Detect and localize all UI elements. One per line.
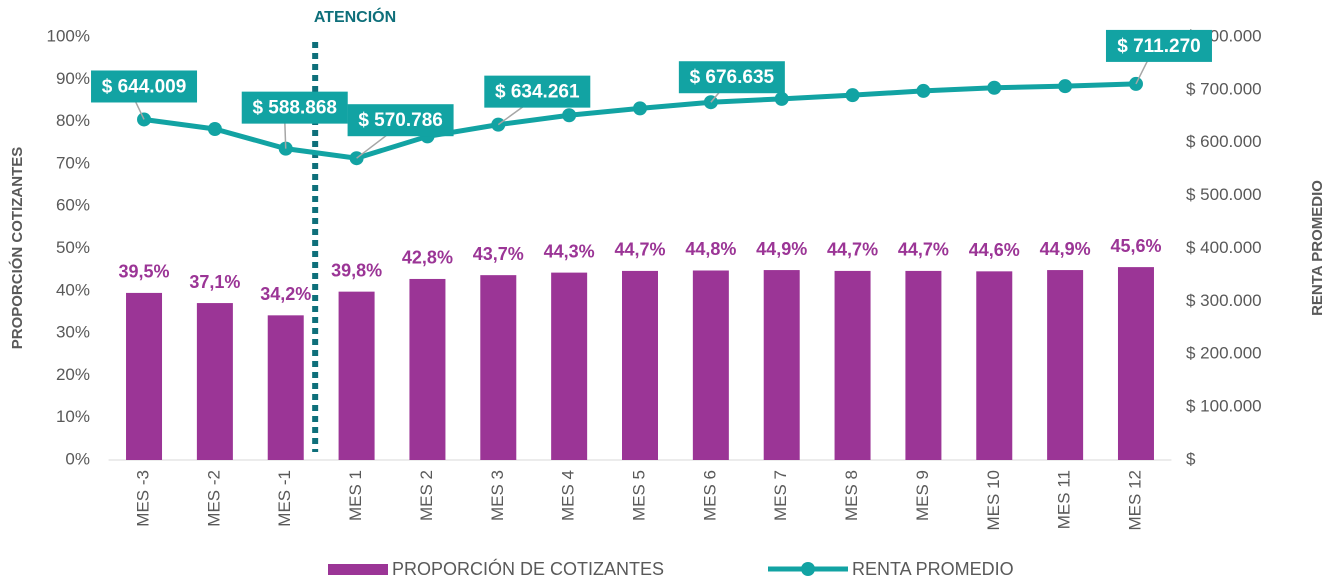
y-tick-label: 70% bbox=[56, 153, 90, 172]
line-point bbox=[207, 122, 222, 137]
bar-label: 34,2% bbox=[260, 284, 311, 304]
y-tick-label: 30% bbox=[56, 323, 90, 342]
leader-line bbox=[1135, 57, 1150, 85]
x-tick-label: MES 2 bbox=[417, 470, 436, 521]
bar bbox=[976, 271, 1013, 460]
bar-label: 45,6% bbox=[1110, 236, 1161, 256]
label-box bbox=[241, 91, 348, 124]
y-tick-label: 0% bbox=[65, 449, 90, 468]
bar bbox=[763, 270, 800, 460]
legend-swatch bbox=[801, 562, 815, 576]
x-tick-label: MES 6 bbox=[700, 470, 719, 521]
bar-label: 44,7% bbox=[614, 240, 665, 260]
x-tick-label: MES 1 bbox=[346, 470, 365, 521]
legend-swatch bbox=[328, 564, 388, 575]
y2-tick-label: $ 100.000 bbox=[1186, 397, 1262, 416]
bar-label: 39,8% bbox=[331, 260, 382, 280]
bar-label: 37,1% bbox=[189, 272, 240, 292]
bar bbox=[1117, 267, 1154, 460]
bar bbox=[1047, 270, 1084, 460]
bar bbox=[692, 270, 729, 460]
y2-tick-label: $ 200.000 bbox=[1186, 344, 1262, 363]
bar bbox=[126, 292, 163, 460]
y-tick-label: 80% bbox=[56, 111, 90, 130]
bar-label: 44,9% bbox=[756, 239, 807, 259]
x-tick-label: MES 12 bbox=[1125, 470, 1144, 530]
bar bbox=[267, 315, 304, 460]
label-box bbox=[91, 70, 198, 103]
label-box bbox=[347, 104, 454, 137]
leader-line bbox=[356, 131, 392, 159]
line-label: $ 570.786 bbox=[358, 110, 443, 131]
x-tick-label: MES 11 bbox=[1055, 470, 1074, 529]
label-box bbox=[484, 75, 591, 108]
bar-label: 44,7% bbox=[827, 240, 878, 260]
line-label: $ 634.261 bbox=[495, 82, 580, 103]
bar bbox=[480, 275, 517, 460]
x-tick-label: MES 10 bbox=[984, 470, 1003, 530]
y2-tick-label: $ bbox=[1186, 449, 1196, 468]
x-tick-label: MES -1 bbox=[275, 470, 294, 527]
line-label: $ 676.635 bbox=[690, 67, 775, 88]
y2-tick-label: $ 500.000 bbox=[1186, 185, 1262, 204]
bar-label: 44,7% bbox=[898, 240, 949, 260]
bar-label: 39,5% bbox=[119, 262, 170, 282]
x-tick-label: MES 5 bbox=[629, 470, 648, 521]
bar bbox=[409, 278, 446, 460]
y-tick-label: 50% bbox=[56, 238, 90, 257]
annotation: ATENCIÓN bbox=[314, 7, 396, 26]
x-tick-label: MES 9 bbox=[913, 470, 932, 521]
y2-axis-title: RENTA PROMEDIO bbox=[1309, 180, 1326, 316]
line-point bbox=[1058, 79, 1073, 94]
bar-label: 42,8% bbox=[402, 248, 453, 268]
bar-label: 44,8% bbox=[685, 239, 736, 259]
y-tick-label: 10% bbox=[56, 407, 90, 426]
bar-label: 44,6% bbox=[969, 240, 1020, 260]
x-tick-label: MES 8 bbox=[842, 470, 861, 521]
bar bbox=[905, 270, 942, 460]
y2-tick-label: $ 300.000 bbox=[1186, 291, 1262, 310]
y-tick-label: 60% bbox=[56, 196, 90, 215]
y-tick-label: 20% bbox=[56, 365, 90, 384]
label-box bbox=[1105, 29, 1212, 62]
legend-label: RENTA PROMEDIO bbox=[852, 559, 1014, 579]
x-tick-label: MES -3 bbox=[134, 470, 153, 527]
line-point bbox=[774, 91, 789, 106]
line-label: $ 588.868 bbox=[252, 98, 337, 119]
bar-label: 44,9% bbox=[1040, 239, 1091, 259]
y2-tick-label: $ 600.000 bbox=[1186, 132, 1262, 151]
x-tick-label: MES 3 bbox=[488, 470, 507, 521]
y2-tick-label: $ 400.000 bbox=[1186, 238, 1262, 257]
line-point bbox=[633, 101, 647, 116]
y-tick-label: 100% bbox=[47, 26, 90, 45]
legend-label: PROPORCIÓN DE COTIZANTES bbox=[392, 558, 664, 579]
bar bbox=[622, 270, 658, 460]
y-axis-title: PROPORCIÓN COTIZANTES bbox=[8, 147, 26, 350]
x-tick-label: MES 4 bbox=[559, 470, 578, 521]
line-label: $ 644.009 bbox=[102, 76, 187, 97]
y2-tick-label: $ 700.000 bbox=[1186, 79, 1262, 98]
line-label: $ 711.270 bbox=[1117, 36, 1200, 57]
y-tick-label: 90% bbox=[56, 69, 90, 88]
bar-label: 44,3% bbox=[544, 241, 595, 261]
bar-label: 43,7% bbox=[473, 244, 524, 264]
x-tick-label: MES -2 bbox=[204, 470, 223, 527]
line-point bbox=[845, 88, 860, 103]
y-tick-label: 40% bbox=[56, 280, 90, 299]
label-box bbox=[678, 61, 785, 94]
bar bbox=[338, 291, 375, 460]
bar bbox=[196, 303, 233, 460]
x-tick-label: MES 7 bbox=[771, 470, 790, 521]
bar bbox=[834, 270, 871, 460]
bar bbox=[551, 272, 588, 460]
line-point bbox=[987, 80, 1002, 95]
line-point bbox=[562, 108, 577, 123]
line-point bbox=[916, 83, 931, 98]
leader-line bbox=[283, 119, 287, 149]
